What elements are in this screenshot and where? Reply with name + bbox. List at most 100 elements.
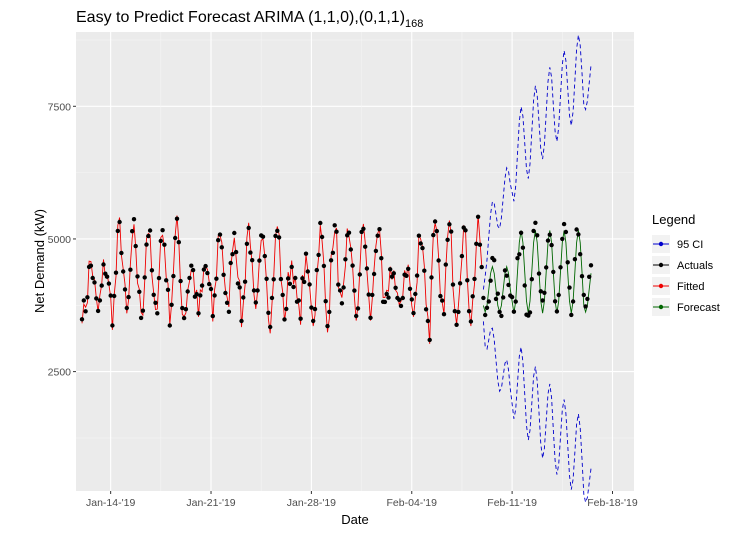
actual-point [450, 282, 456, 287]
actual-point [354, 313, 359, 319]
ci-upper-line [482, 35, 592, 290]
actual-point [511, 309, 517, 314]
actual-point [251, 288, 257, 293]
actual-point [366, 292, 371, 297]
actual-point [585, 296, 590, 302]
actual-point [133, 243, 138, 249]
actual-point [216, 238, 221, 243]
legend: Legend 95 CI Actuals Fitted Forecast [652, 212, 720, 316]
actual-point [440, 298, 445, 303]
y-tick-label: 5000 [48, 234, 72, 246]
actual-point [214, 276, 219, 281]
x-tick-label: Jan-28-'19 [287, 497, 336, 509]
actual-point [407, 286, 413, 291]
actual-point [416, 233, 422, 238]
actual-point [144, 242, 149, 247]
actual-point [522, 283, 527, 288]
actual-point [470, 294, 475, 299]
actual-point [341, 285, 346, 290]
actual-point [112, 293, 117, 299]
actual-point [441, 312, 447, 317]
actual-point [388, 267, 393, 272]
actual-point [427, 337, 432, 343]
actual-point [121, 269, 126, 274]
actual-point [85, 295, 90, 300]
actual-point [246, 225, 251, 231]
actual-point [447, 222, 452, 227]
ci-band [482, 35, 592, 505]
actual-point [466, 309, 472, 314]
actual-point [210, 313, 215, 319]
actual-point [130, 229, 135, 234]
actual-point [474, 241, 479, 246]
actual-point [305, 269, 310, 274]
actual-point [250, 258, 255, 263]
actual-point [241, 295, 246, 300]
actual-point [579, 274, 585, 279]
actual-point [431, 232, 436, 238]
actual-point [536, 271, 542, 276]
actual-point [115, 228, 121, 234]
actual-point [364, 266, 370, 271]
actual-point [257, 258, 262, 263]
actual-point [302, 279, 307, 285]
legend-label: Actuals [677, 260, 714, 272]
actual-point [445, 237, 450, 242]
actual-point [223, 290, 228, 296]
actual-point [570, 299, 576, 304]
y-tick-label: 7500 [48, 101, 72, 113]
y-axis: 2500 5000 7500 [48, 101, 76, 379]
chart-title: Easy to Predict Forecast ARIMA (1,1,0),(… [76, 9, 423, 30]
actual-point [379, 256, 384, 261]
actual-point [268, 324, 273, 330]
actual-point [228, 260, 233, 266]
legend-label: Fitted [677, 281, 705, 293]
actual-point [113, 270, 119, 275]
actual-point [504, 273, 509, 278]
actual-point [307, 282, 312, 287]
actual-point [138, 315, 144, 321]
actual-point [276, 235, 282, 240]
y-axis-title: Net Demand (kW) [32, 209, 47, 313]
actual-point [300, 276, 305, 281]
actual-point [289, 264, 294, 270]
actual-point [578, 252, 583, 257]
actual-point [350, 263, 355, 268]
actual-point [101, 262, 106, 267]
actual-point [389, 274, 395, 279]
actual-point [122, 287, 128, 292]
actual-point [316, 252, 321, 258]
actual-point [576, 232, 581, 237]
actual-point [293, 275, 298, 281]
legend-key-point [658, 241, 664, 247]
actual-point [142, 275, 147, 280]
actual-point [565, 260, 570, 265]
actual-point [517, 252, 522, 257]
actual-point [492, 258, 497, 263]
actual-point [196, 311, 201, 316]
actual-point [117, 219, 122, 225]
actual-point [513, 299, 518, 304]
legend-key-point [658, 304, 664, 310]
legend-label: 95 CI [677, 239, 703, 251]
actual-point [312, 306, 318, 312]
actual-point [391, 271, 396, 276]
actual-point [472, 276, 477, 282]
actual-point [311, 318, 316, 324]
actual-point [303, 251, 309, 256]
actual-point [126, 294, 131, 300]
actual-point [404, 273, 409, 278]
actual-point [260, 234, 266, 239]
actual-point [409, 297, 414, 302]
actual-point [355, 306, 361, 311]
actual-point [518, 230, 524, 235]
actual-point [181, 315, 187, 321]
actual-point [429, 275, 434, 280]
actual-point [382, 299, 388, 305]
actual-point [554, 309, 560, 314]
legend-key-point [658, 262, 664, 268]
actual-point [131, 217, 137, 222]
actual-point [384, 291, 389, 297]
actual-point [185, 289, 190, 294]
actual-point [264, 276, 269, 281]
